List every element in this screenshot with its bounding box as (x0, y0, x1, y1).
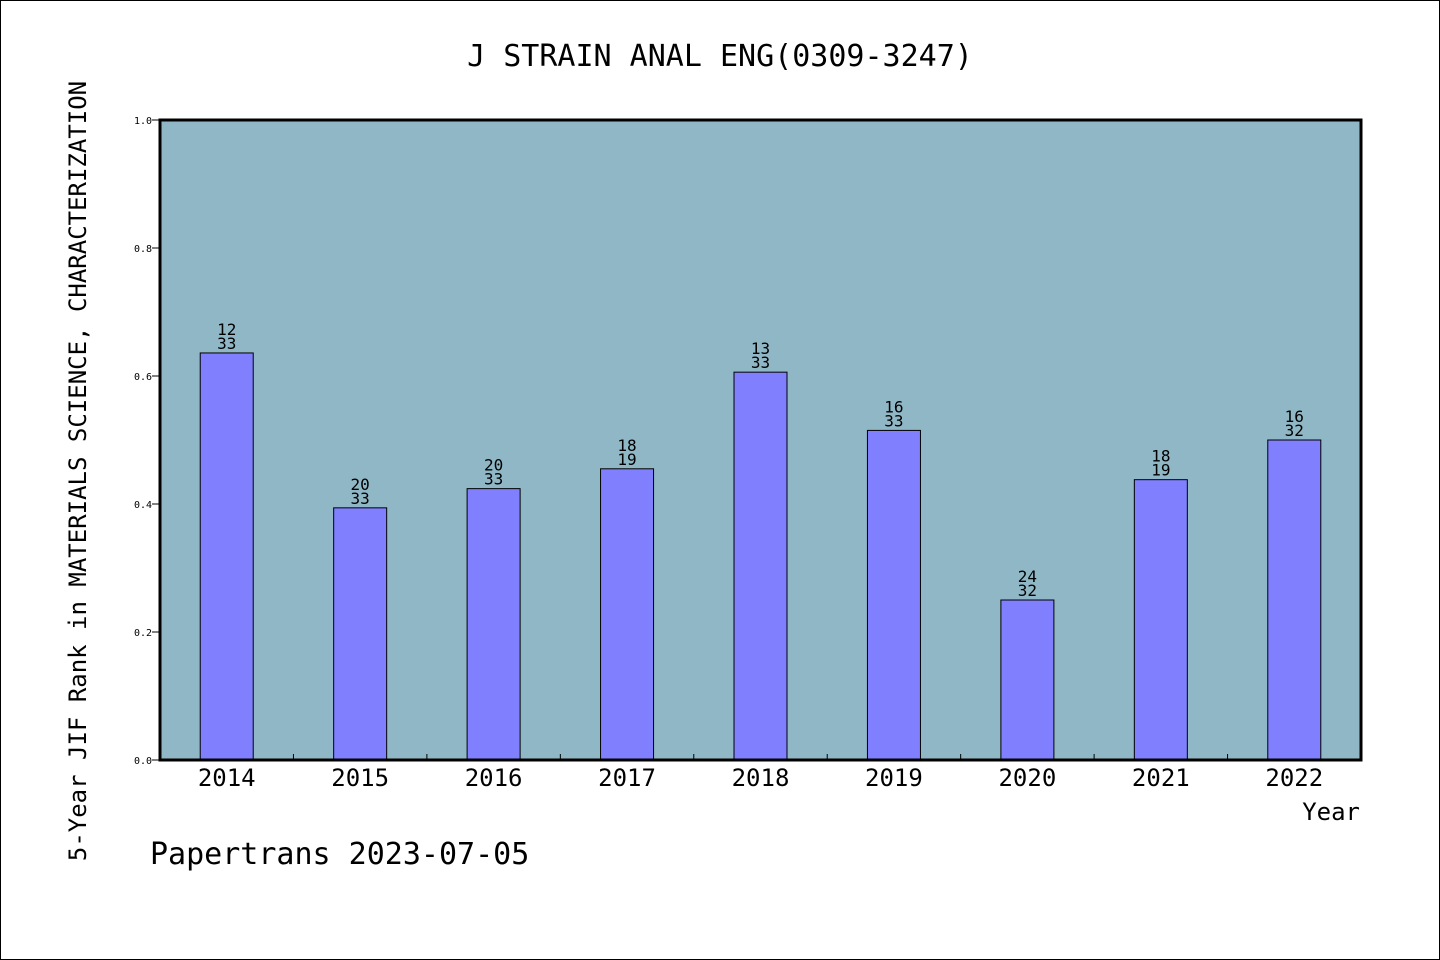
x-tick-label: 2014 (198, 764, 256, 792)
x-tick-label: 2017 (598, 764, 656, 792)
bar-2016 (466, 488, 521, 761)
bar-total-label: 33 (484, 470, 503, 489)
bar-total-label: 32 (1285, 421, 1304, 440)
credit-text: Papertrans 2023-07-05 (150, 837, 529, 872)
bar-total-label: 19 (1151, 461, 1170, 480)
bar-2015 (333, 507, 388, 761)
bar-total-label: 19 (617, 450, 636, 469)
bar-2018 (733, 371, 788, 761)
bar-total-label: 33 (217, 334, 236, 353)
y-axis: 0.0 0.2 0.4 0.6 0.8 1.0 (134, 116, 160, 767)
bar-2020 (1000, 599, 1055, 761)
y-tick-label: 0.0 (134, 756, 152, 767)
bar-rank-label: 12 (217, 320, 236, 339)
x-tick-label: 2022 (1265, 764, 1323, 792)
y-tick-label: 0.6 (134, 372, 152, 383)
bar-total-label: 33 (351, 489, 370, 508)
bar-rank-label: 16 (884, 397, 903, 416)
x-tick-label: 2020 (998, 764, 1056, 792)
bar-2017 (600, 468, 655, 761)
bar-2021 (1133, 479, 1188, 761)
x-tick-label: 2016 (465, 764, 523, 792)
bar-rank-label: 18 (1151, 447, 1170, 466)
bar-2014 (199, 352, 254, 761)
x-tick-label: 2021 (1132, 764, 1190, 792)
y-tick-label: 1.0 (134, 116, 152, 127)
bar-total-label: 33 (751, 353, 770, 372)
y-tick-label: 0.4 (134, 500, 152, 511)
bar-rank-label: 18 (617, 436, 636, 455)
bar-rank-label: 13 (751, 339, 770, 358)
y-axis-label: 5-Year JIF Rank in MATERIALS SCIENCE, CH… (64, 81, 92, 861)
x-tick-label: 2018 (732, 764, 790, 792)
bar-rank-label: 24 (1018, 567, 1037, 586)
x-tick-label: 2019 (865, 764, 923, 792)
bar-rank-label: 16 (1285, 407, 1304, 426)
chart-title: J STRAIN ANAL ENG(0309-3247) (467, 39, 973, 74)
bar-total-label: 33 (884, 411, 903, 430)
x-axis: 2014 2015 2016 2017 2018 2019 2020 2021 2022 (198, 754, 1323, 792)
bar-total-label: 32 (1018, 581, 1037, 600)
bar-rank-label: 20 (351, 475, 370, 494)
bar-rank-label: 20 (484, 456, 503, 475)
bar-2022 (1267, 439, 1322, 761)
plot-border (158, 118, 1363, 762)
x-axis-label: Year (1302, 798, 1360, 826)
x-tick-label: 2015 (331, 764, 389, 792)
y-tick-label: 0.2 (134, 628, 152, 639)
bar-2019 (866, 429, 921, 761)
y-tick-label: 0.8 (134, 244, 152, 255)
